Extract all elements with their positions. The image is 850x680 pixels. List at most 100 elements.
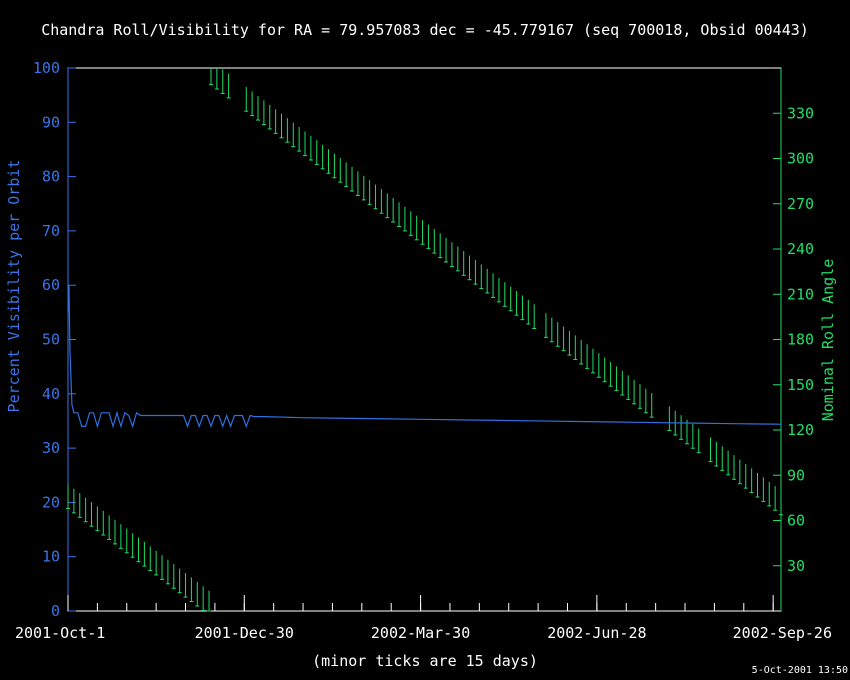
- roll-angle-bar: [720, 446, 725, 471]
- visibility-series-line: [67, 285, 782, 429]
- roll-angle-bar: [761, 477, 766, 502]
- roll-angle-bar: [590, 348, 595, 374]
- roll-angle-bar: [285, 118, 290, 143]
- roll-angle-bar: [397, 202, 402, 227]
- roll-angle-bar: [89, 502, 94, 527]
- roll-angle-bar: [614, 366, 619, 392]
- right-axis-tick-label: 180: [787, 331, 814, 349]
- roll-angle-bar: [226, 73, 231, 99]
- roll-angle-bar: [220, 69, 225, 94]
- roll-angle-bar: [320, 144, 325, 170]
- roll-angle-bar: [373, 184, 378, 210]
- roll-angle-bar: [183, 572, 188, 598]
- roll-angle-bar: [749, 468, 754, 494]
- roll-angle-bar: [402, 206, 407, 232]
- roll-angle-bar: [130, 533, 135, 558]
- roll-angle-bar: [573, 335, 578, 361]
- roll-angle-bar: [267, 104, 272, 130]
- right-axis-tick-label: 150: [787, 376, 814, 394]
- roll-angle-bar: [585, 344, 590, 369]
- roll-angle-bar: [526, 299, 531, 325]
- plot-frame: [67, 67, 782, 612]
- left-axis-tick-label: 80: [42, 168, 60, 186]
- left-axis-tick-label: 20: [42, 493, 60, 511]
- roll-angle-bar: [432, 228, 437, 254]
- left-axis-tick-label: 30: [42, 439, 60, 457]
- roll-angle-bar: [414, 215, 419, 241]
- roll-angle-bar: [83, 497, 88, 523]
- roll-angle-bar: [708, 437, 713, 463]
- roll-angle-bar: [171, 564, 176, 589]
- roll-angle-series: [66, 68, 783, 612]
- roll-angle-bar: [767, 481, 772, 507]
- roll-angle-bar: [350, 166, 355, 192]
- roll-angle-bar: [195, 581, 200, 607]
- roll-angle-bar: [326, 149, 331, 174]
- roll-angle-bar: [485, 268, 490, 294]
- roll-angle-bar: [420, 220, 425, 245]
- roll-angle-bar: [189, 577, 194, 603]
- roll-angle-bar: [731, 455, 736, 480]
- x-axis-tick-label: 2001-Dec-30: [195, 624, 294, 642]
- left-axis-tick-label: 60: [42, 276, 60, 294]
- roll-angle-bar: [291, 122, 296, 148]
- right-axis-tick-label: 60: [787, 512, 805, 530]
- left-axis-tick-label: 10: [42, 548, 60, 566]
- roll-angle-bar: [632, 379, 637, 405]
- roll-angle-bar: [244, 87, 249, 112]
- roll-angle-bar: [177, 568, 182, 594]
- roll-angle-bar: [620, 370, 625, 396]
- roll-angle-bar: [165, 559, 170, 585]
- roll-angle-bar: [667, 406, 672, 431]
- right-axis-tick-label: 330: [787, 104, 814, 122]
- roll-angle-bar: [690, 424, 695, 449]
- roll-angle-bar: [755, 472, 760, 498]
- right-axis-tick-label: 90: [787, 466, 805, 484]
- left-axis-tick-label: 50: [42, 331, 60, 349]
- chart-title: Chandra Roll/Visibility for RA = 79.9570…: [41, 21, 809, 39]
- roll-angle-bar: [273, 109, 278, 134]
- left-axis-tick-label: 0: [51, 602, 60, 620]
- x-axis-tick-label: 2002-Jun-28: [547, 624, 646, 642]
- roll-angle-bar: [77, 493, 82, 518]
- roll-angle-bar: [596, 353, 601, 378]
- roll-angle-bar: [142, 541, 147, 567]
- roll-angle-bar: [303, 131, 308, 157]
- roll-angle-bar: [567, 330, 572, 356]
- roll-angle-bar: [71, 488, 76, 514]
- roll-angle-bar: [543, 313, 548, 338]
- roll-angle-bar: [361, 175, 366, 201]
- roll-angle-bar: [136, 537, 141, 563]
- roll-angle-bar: [737, 459, 742, 485]
- roll-angle-bar: [297, 126, 302, 152]
- roll-angle-bar: [684, 419, 689, 445]
- right-axis-tick-label: 120: [787, 421, 814, 439]
- roll-angle-bar: [637, 384, 642, 409]
- left-axis-tick-label: 90: [42, 113, 60, 131]
- roll-angle-bar: [438, 233, 443, 259]
- left-y-axis: 0 10 20 30 40 50 60 70 80 90 100: [33, 59, 76, 620]
- roll-angle-bar: [332, 153, 337, 179]
- roll-angle-bar: [367, 180, 372, 205]
- right-axis-tick-label: 240: [787, 240, 814, 258]
- roll-angle-bar: [107, 515, 112, 540]
- roll-angle-bar: [148, 546, 153, 572]
- roll-angle-bar: [261, 100, 266, 126]
- left-axis-tick-label: 100: [33, 59, 60, 77]
- roll-angle-bar: [426, 224, 431, 250]
- roll-angle-bar: [555, 322, 560, 347]
- roll-angle-bar: [444, 237, 449, 263]
- roll-angle-bar: [496, 277, 501, 303]
- roll-angle-bar: [355, 171, 360, 196]
- roll-angle-bar: [101, 510, 106, 536]
- roll-angle-bar: [201, 586, 206, 611]
- right-y-axis-label: Nominal Roll Angle: [819, 259, 837, 422]
- roll-angle-bar: [561, 326, 566, 352]
- roll-angle-bar: [467, 255, 472, 281]
- right-y-axis: 30 60 90 120 150 180 210 240 270 300 330: [773, 68, 814, 611]
- roll-angle-bar: [279, 113, 284, 139]
- roll-angle-bar: [66, 484, 70, 509]
- roll-angle-bar: [608, 362, 613, 387]
- roll-angle-bar: [679, 415, 684, 440]
